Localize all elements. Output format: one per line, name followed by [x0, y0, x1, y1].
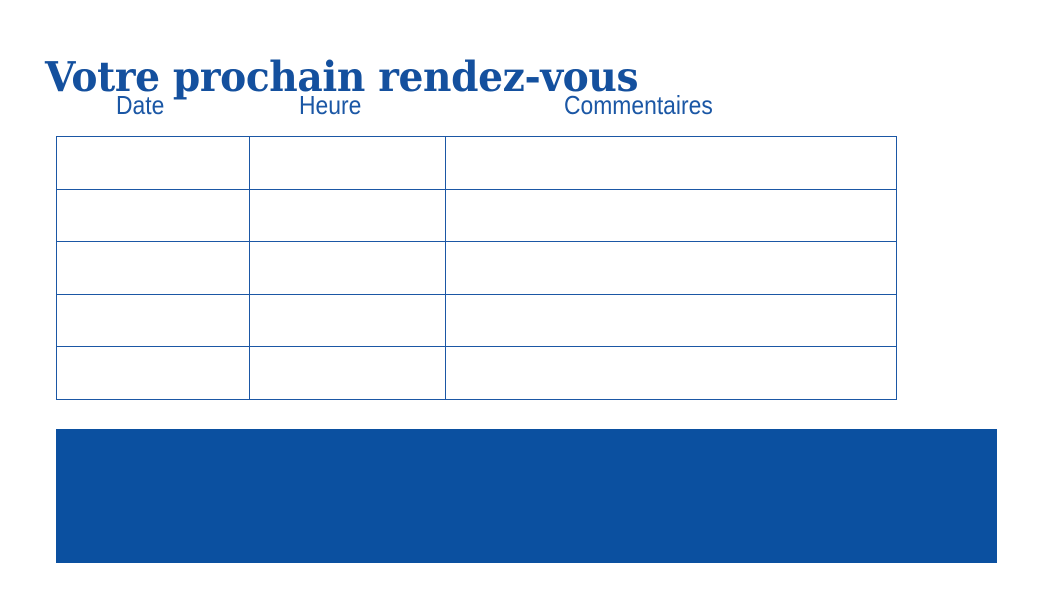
column-header-date: Date	[116, 90, 165, 120]
cell-date[interactable]	[56, 136, 250, 190]
table-row	[56, 188, 897, 242]
cell-heure[interactable]	[249, 346, 446, 400]
table-column-headers: Date Heure Commentaires	[0, 89, 1050, 123]
column-header-heure: Heure	[299, 90, 362, 120]
cell-heure[interactable]	[249, 241, 446, 295]
cell-heure[interactable]	[249, 136, 446, 190]
cell-commentaires[interactable]	[445, 136, 897, 190]
appointments-table	[56, 136, 897, 400]
table-row	[56, 241, 897, 295]
column-header-commentaires: Commentaires	[564, 90, 713, 120]
cell-date[interactable]	[56, 346, 250, 400]
appointments-table-body	[56, 136, 897, 400]
table-row	[56, 293, 897, 347]
cell-commentaires[interactable]	[445, 188, 897, 242]
table-row	[56, 346, 897, 400]
cell-heure[interactable]	[249, 293, 446, 347]
cell-date[interactable]	[56, 293, 250, 347]
cell-heure[interactable]	[249, 188, 446, 242]
page-title: Votre prochain rendez-vous	[45, 53, 639, 102]
blue-banner-block	[56, 429, 997, 563]
cell-date[interactable]	[56, 241, 250, 295]
table-row	[56, 136, 897, 190]
cell-commentaires[interactable]	[445, 241, 897, 295]
cell-commentaires[interactable]	[445, 293, 897, 347]
cell-commentaires[interactable]	[445, 346, 897, 400]
cell-date[interactable]	[56, 188, 250, 242]
